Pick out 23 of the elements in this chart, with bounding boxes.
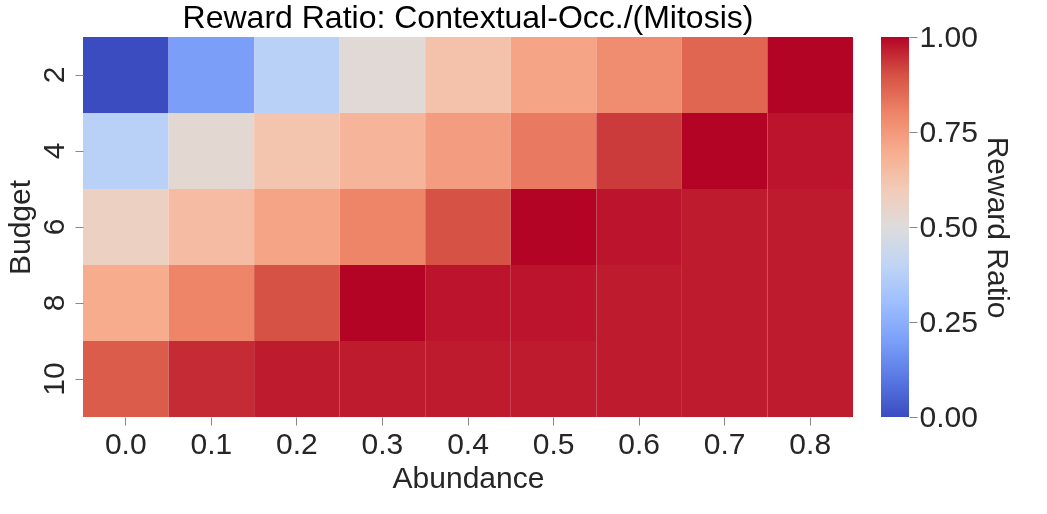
y-tick-label: 6 [36, 218, 70, 236]
x-tick-label: 0.2 [276, 426, 318, 460]
y-tick-label: 10 [36, 362, 70, 396]
x-tick-label: 0.0 [104, 426, 147, 460]
y-tick-label: 2 [36, 66, 70, 84]
chart-title: Reward Ratio: Contextual-Occ./(Mitosis) [182, 0, 754, 35]
color-bar-label: 0.25 [919, 304, 978, 338]
y-tick-label: 8 [36, 294, 70, 312]
color-bar-label: 1.00 [919, 19, 978, 53]
color-bar-title: Reward Ratio [981, 136, 1015, 319]
color-bar-label: 0.75 [919, 114, 978, 148]
x-tick-label: 0.5 [532, 426, 575, 460]
color-bar-label: 0.00 [919, 399, 978, 433]
color-bar-label: 0.50 [919, 209, 978, 243]
x-tick-label: 0.7 [703, 426, 746, 460]
x-axis-title: Abundance [392, 460, 545, 494]
x-tick-label: 0.3 [361, 426, 404, 460]
y-tick-label: 4 [36, 142, 70, 160]
x-tick-label: 0.4 [447, 426, 489, 460]
x-tick-label: 0.6 [618, 426, 660, 460]
x-tick-label: 0.8 [789, 426, 832, 460]
x-tick-label: 0.1 [190, 426, 233, 460]
y-axis-title: Budget [2, 179, 36, 276]
